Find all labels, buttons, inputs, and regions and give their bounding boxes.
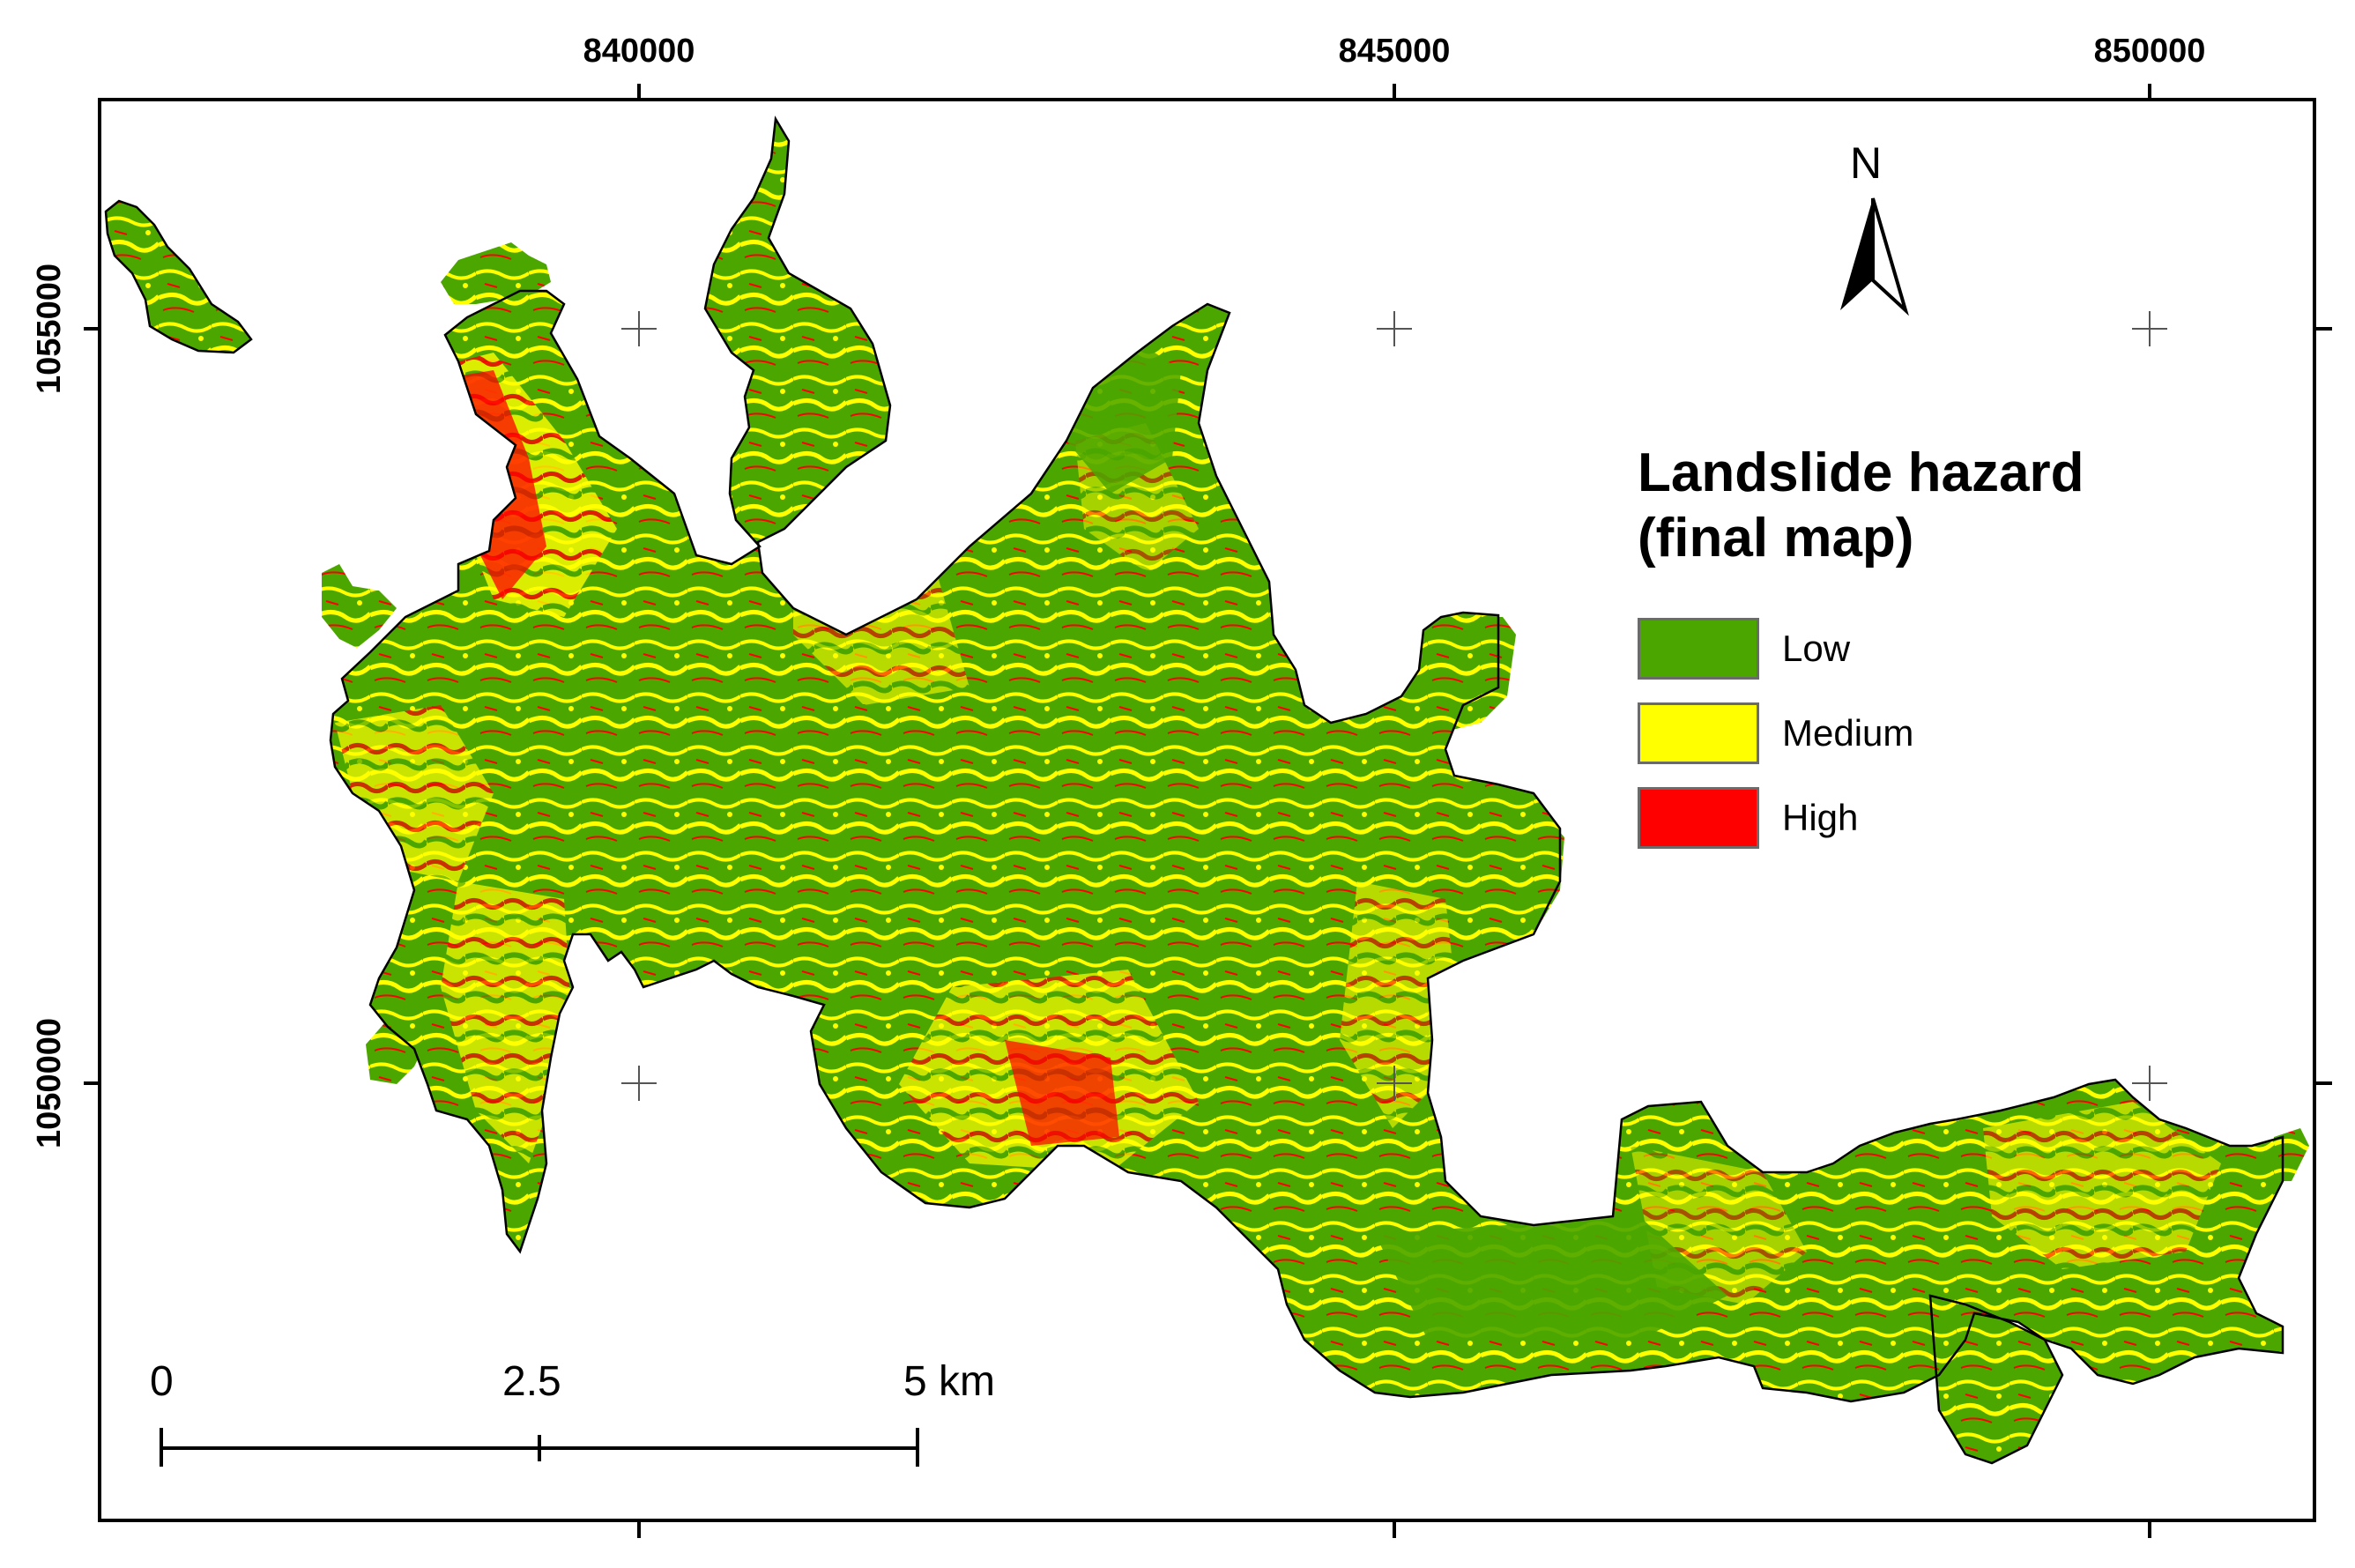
- scale-label-0: 0: [150, 1358, 174, 1405]
- legend-title: Landslide hazard (final map): [1638, 441, 2084, 571]
- legend-title-line1: Landslide hazard: [1638, 442, 2084, 503]
- legend-item-high: High: [1638, 786, 1858, 850]
- scale-label-mid: 2.5: [502, 1358, 561, 1405]
- x-coord-label: 845000: [1339, 33, 1451, 70]
- frame-ticks: [84, 84, 2332, 1538]
- legend-label-high: High: [1782, 797, 1859, 838]
- scale-label-end: 5 km: [903, 1358, 996, 1405]
- y-coord-label: 1050000: [31, 1018, 68, 1148]
- legend-label-medium: Medium: [1782, 712, 1914, 754]
- x-coord-label: 840000: [583, 33, 695, 70]
- legend-label-low: Low: [1782, 628, 1851, 669]
- x-coord-label: 850000: [2094, 33, 2206, 70]
- graticule: [621, 311, 2167, 1101]
- legend-swatch-medium: [1638, 702, 1759, 764]
- legend-item-low: Low: [1638, 617, 1850, 680]
- scale-bar: [160, 1428, 919, 1467]
- legend-swatch-high: [1638, 787, 1759, 849]
- north-arrow-icon: [1840, 197, 1909, 316]
- legend-swatch-low: [1638, 618, 1759, 680]
- legend-title-line2: (final map): [1638, 508, 1914, 568]
- north-label: N: [1850, 138, 1883, 188]
- y-coord-label: 1055000: [31, 264, 68, 394]
- legend-item-medium: Medium: [1638, 702, 1913, 765]
